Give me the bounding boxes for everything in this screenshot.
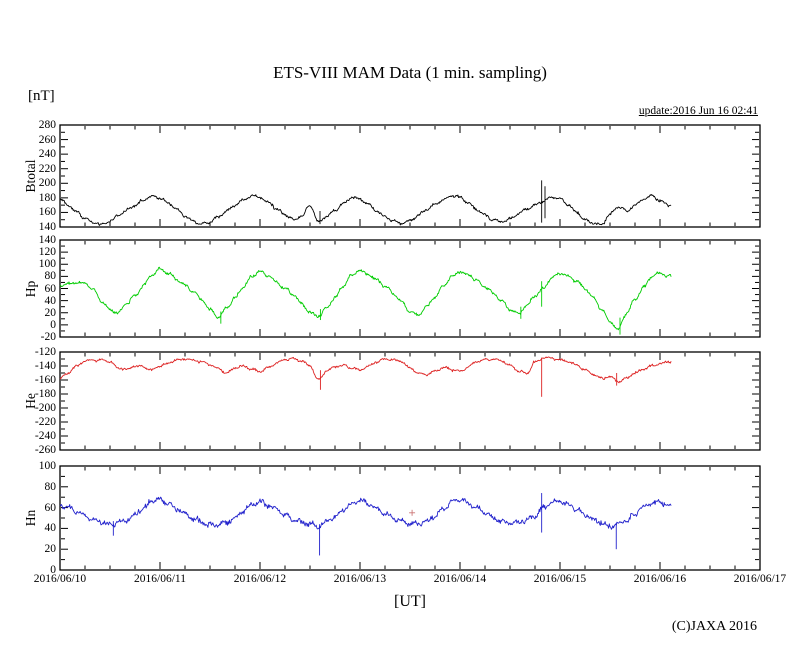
xtick-label-date: 2016/06/17 [733, 573, 787, 585]
ytick-label-hp: 80 [44, 270, 57, 283]
ytick-label-hp: 120 [38, 246, 56, 259]
ytick-label-hn: 100 [38, 460, 56, 472]
ytick-label-hn: 60 [44, 501, 57, 514]
ytick-label-he: -140 [34, 360, 56, 372]
xtick-label-date: 2016/06/14 [433, 573, 487, 585]
xtick-label-date: 2016/06/10 [33, 573, 87, 585]
ytick-label-hn: 80 [44, 480, 57, 493]
panel-border-hp [59, 239, 761, 338]
ytick-label-he: -120 [34, 346, 56, 358]
xtick-label-date: 2016/06/11 [134, 573, 186, 585]
ytick-label-btotal: 180 [38, 191, 56, 204]
xtick-label-date: 2016/06/16 [633, 573, 687, 585]
ytick-label-btotal: 240 [38, 148, 56, 161]
data-curve-he [59, 356, 672, 384]
ytick-label-btotal: 260 [38, 133, 56, 146]
ytick-label-hn: 0 [50, 564, 56, 576]
ytick-label-he: -240 [34, 430, 56, 442]
panel-ylabel-hp: Hp [23, 280, 38, 297]
data-curve-hn [59, 496, 672, 530]
xtick-label-date: 2016/06/12 [233, 573, 287, 585]
ytick-label-hn: 40 [44, 522, 57, 535]
panel-ylabel-hn: Hn [23, 509, 38, 527]
xaxis-label: [UT] [394, 593, 426, 610]
ytick-label-he: -180 [34, 388, 56, 400]
ytick-label-btotal: 140 [38, 221, 56, 233]
ytick-label-he: -260 [34, 444, 56, 456]
unit-label: [nT] [28, 88, 55, 104]
figure-title: ETS-VIII MAM Data (1 min. sampling) [273, 63, 547, 82]
data-curve-btotal [59, 194, 672, 226]
panel-border-btotal [59, 124, 761, 228]
ytick-label-hp: 100 [38, 258, 56, 271]
ytick-label-btotal: 280 [38, 119, 56, 131]
ytick-label-he: -160 [34, 374, 56, 386]
update-timestamp: update:2016 Jun 16 02:41 [638, 105, 758, 117]
ytick-label-btotal: 200 [38, 177, 56, 190]
ytick-label-hp: 40 [44, 294, 57, 307]
ytick-label-hp: 60 [44, 282, 57, 295]
xtick-label-date: 2016/06/13 [333, 573, 387, 585]
ytick-label-btotal: 220 [38, 162, 56, 175]
ytick-label-hn: 20 [44, 543, 57, 556]
panel-ylabel-btotal: Btotal [23, 159, 38, 193]
xtick-label-date: 2016/06/15 [533, 573, 587, 585]
panel-ylabel-he: He [23, 393, 38, 409]
ytick-label-btotal: 160 [38, 206, 56, 219]
ytick-label-he: -220 [34, 416, 56, 428]
panel-border-he [59, 351, 761, 451]
panel-border-hn [59, 465, 761, 571]
data-curve-hp [59, 266, 672, 331]
ytick-label-hp: 140 [38, 234, 56, 246]
ytick-label-he: -200 [34, 402, 56, 414]
ytick-label-hp: 0 [50, 318, 56, 331]
copyright-text: (C)JAXA 2016 [671, 619, 757, 634]
ytick-label-hp: -20 [40, 331, 56, 343]
ytick-label-hp: 20 [44, 306, 57, 319]
